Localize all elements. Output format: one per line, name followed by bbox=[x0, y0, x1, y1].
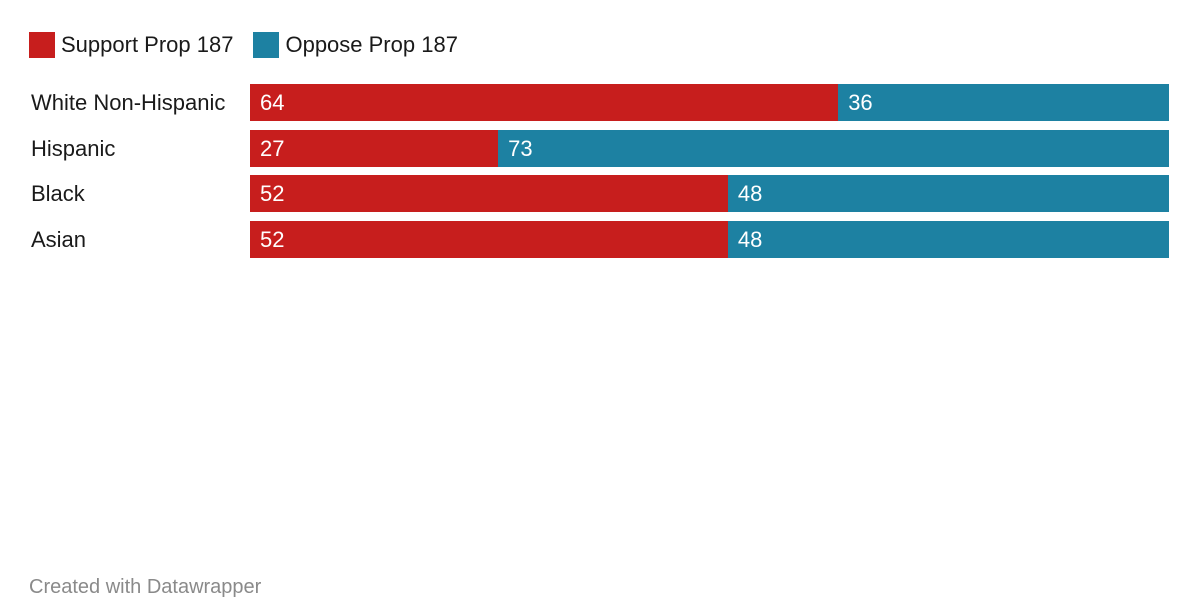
bar-support-black bbox=[250, 175, 728, 212]
bar-oppose-white-non-hispanic bbox=[838, 84, 1169, 121]
bar-support-hispanic bbox=[250, 130, 499, 167]
bar-support-white-non-hispanic bbox=[250, 84, 839, 121]
legend-swatch-support bbox=[29, 32, 55, 58]
value-label-support-black: 52 bbox=[260, 181, 285, 206]
value-label-oppose-hispanic: 73 bbox=[508, 136, 533, 161]
value-label-oppose-asian: 48 bbox=[737, 227, 763, 252]
legend-label-oppose: Oppose Prop 187 bbox=[285, 32, 458, 57]
value-label-oppose-black: 48 bbox=[737, 181, 763, 206]
credit-footer[interactable]: Created with Datawrapper bbox=[29, 576, 262, 598]
value-label-oppose-white-non-hispanic: 36 bbox=[848, 90, 873, 115]
legend-item-support: Support Prop 187 bbox=[29, 31, 233, 59]
row-label-black: Black bbox=[31, 181, 85, 206]
row-label-white-non-hispanic: White Non-Hispanic bbox=[31, 90, 226, 115]
value-label-support-white-non-hispanic: 64 bbox=[260, 90, 285, 115]
bar-support-asian bbox=[250, 221, 728, 258]
legend-item-oppose: Oppose Prop 187 bbox=[253, 31, 458, 59]
value-label-support-asian: 52 bbox=[260, 227, 285, 252]
value-label-support-hispanic: 27 bbox=[260, 136, 285, 161]
legend-swatch-oppose bbox=[253, 32, 280, 58]
legend-label-support: Support Prop 187 bbox=[61, 32, 234, 57]
row-label-hispanic: Hispanic bbox=[31, 136, 116, 161]
bar-oppose-black bbox=[727, 175, 1169, 212]
bar-oppose-asian bbox=[727, 221, 1169, 258]
row-label-asian: Asian bbox=[31, 227, 87, 252]
chart-legend: Support Prop 187 Oppose Prop 187 bbox=[29, 31, 478, 59]
bar-oppose-hispanic bbox=[498, 130, 1169, 167]
